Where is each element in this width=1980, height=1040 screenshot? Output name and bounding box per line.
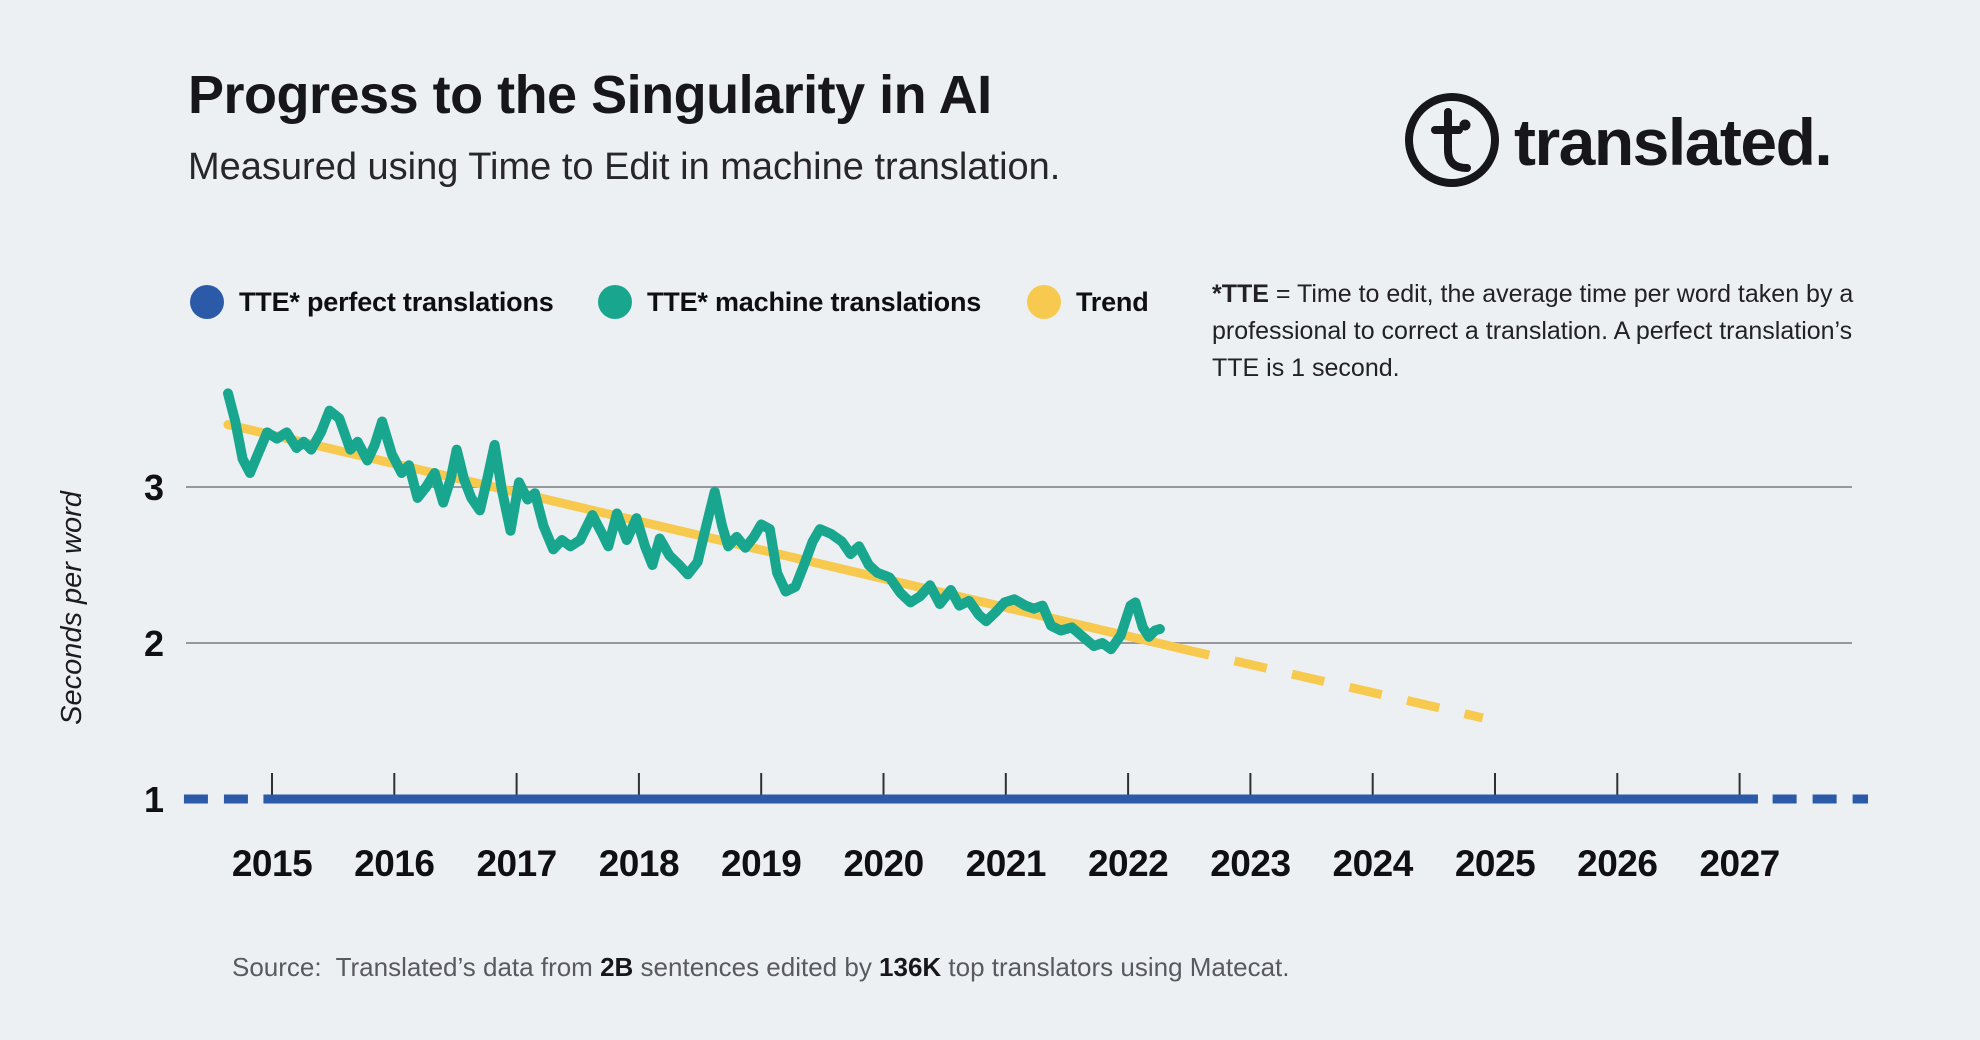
svg-text:2020: 2020 — [843, 843, 923, 884]
svg-text:2024: 2024 — [1333, 843, 1414, 884]
svg-text:2027: 2027 — [1699, 843, 1779, 884]
svg-text:2026: 2026 — [1577, 843, 1657, 884]
page-title: Progress to the Singularity in AI — [188, 65, 992, 125]
legend-label: TTE* machine translations — [647, 286, 982, 317]
svg-text:2018: 2018 — [599, 843, 679, 884]
svg-text:2025: 2025 — [1455, 843, 1535, 884]
y-tick-labels: 1 2 3 — [144, 467, 164, 820]
gridlines — [186, 486, 1852, 644]
svg-text:2021: 2021 — [966, 843, 1046, 884]
source-text: Translated’s data from 2B sentences edit… — [335, 952, 1290, 982]
tte-footnote-bold: *TTE — [1212, 280, 1269, 308]
svg-text:2022: 2022 — [1088, 843, 1168, 884]
svg-text:2: 2 — [144, 623, 164, 664]
machine-translations-line — [223, 388, 1165, 655]
legend-item-perfect: TTE* perfect translations — [190, 285, 554, 319]
legend-label: Trend — [1076, 286, 1149, 317]
legend-dot-teal — [598, 285, 632, 319]
svg-text:2016: 2016 — [354, 843, 434, 884]
svg-text:2019: 2019 — [721, 843, 801, 884]
source-label: Source: — [232, 952, 322, 982]
source-line: Source: Translated’s data from 2B sentenc… — [232, 952, 1290, 983]
tte-footnote: *TTE = Time to edit, the average time pe… — [1212, 276, 1888, 387]
page-subtitle: Measured using Time to Edit in machine t… — [188, 146, 1061, 188]
svg-text:2015: 2015 — [232, 843, 312, 884]
brand-wordmark: translated. — [1514, 105, 1833, 179]
svg-text:2023: 2023 — [1210, 843, 1290, 884]
tte-footnote-text: = Time to edit, the average time per wor… — [1212, 280, 1854, 382]
x-tick-labels: 2015 2016 2017 2018 2019 2020 2021 2022 2023 2024… — [232, 843, 1780, 884]
translated-logo-icon — [1405, 93, 1499, 187]
svg-text:1: 1 — [144, 779, 164, 820]
svg-text:2017: 2017 — [476, 843, 556, 884]
legend-item-trend: Trend — [1027, 285, 1149, 319]
trend-line — [223, 420, 1484, 723]
svg-text:3: 3 — [144, 467, 164, 508]
legend-dot-blue — [190, 285, 224, 319]
legend-item-machine: TTE* machine translations — [598, 285, 981, 319]
legend-dot-yellow — [1027, 285, 1061, 319]
legend-label: TTE* perfect translations — [239, 286, 554, 317]
